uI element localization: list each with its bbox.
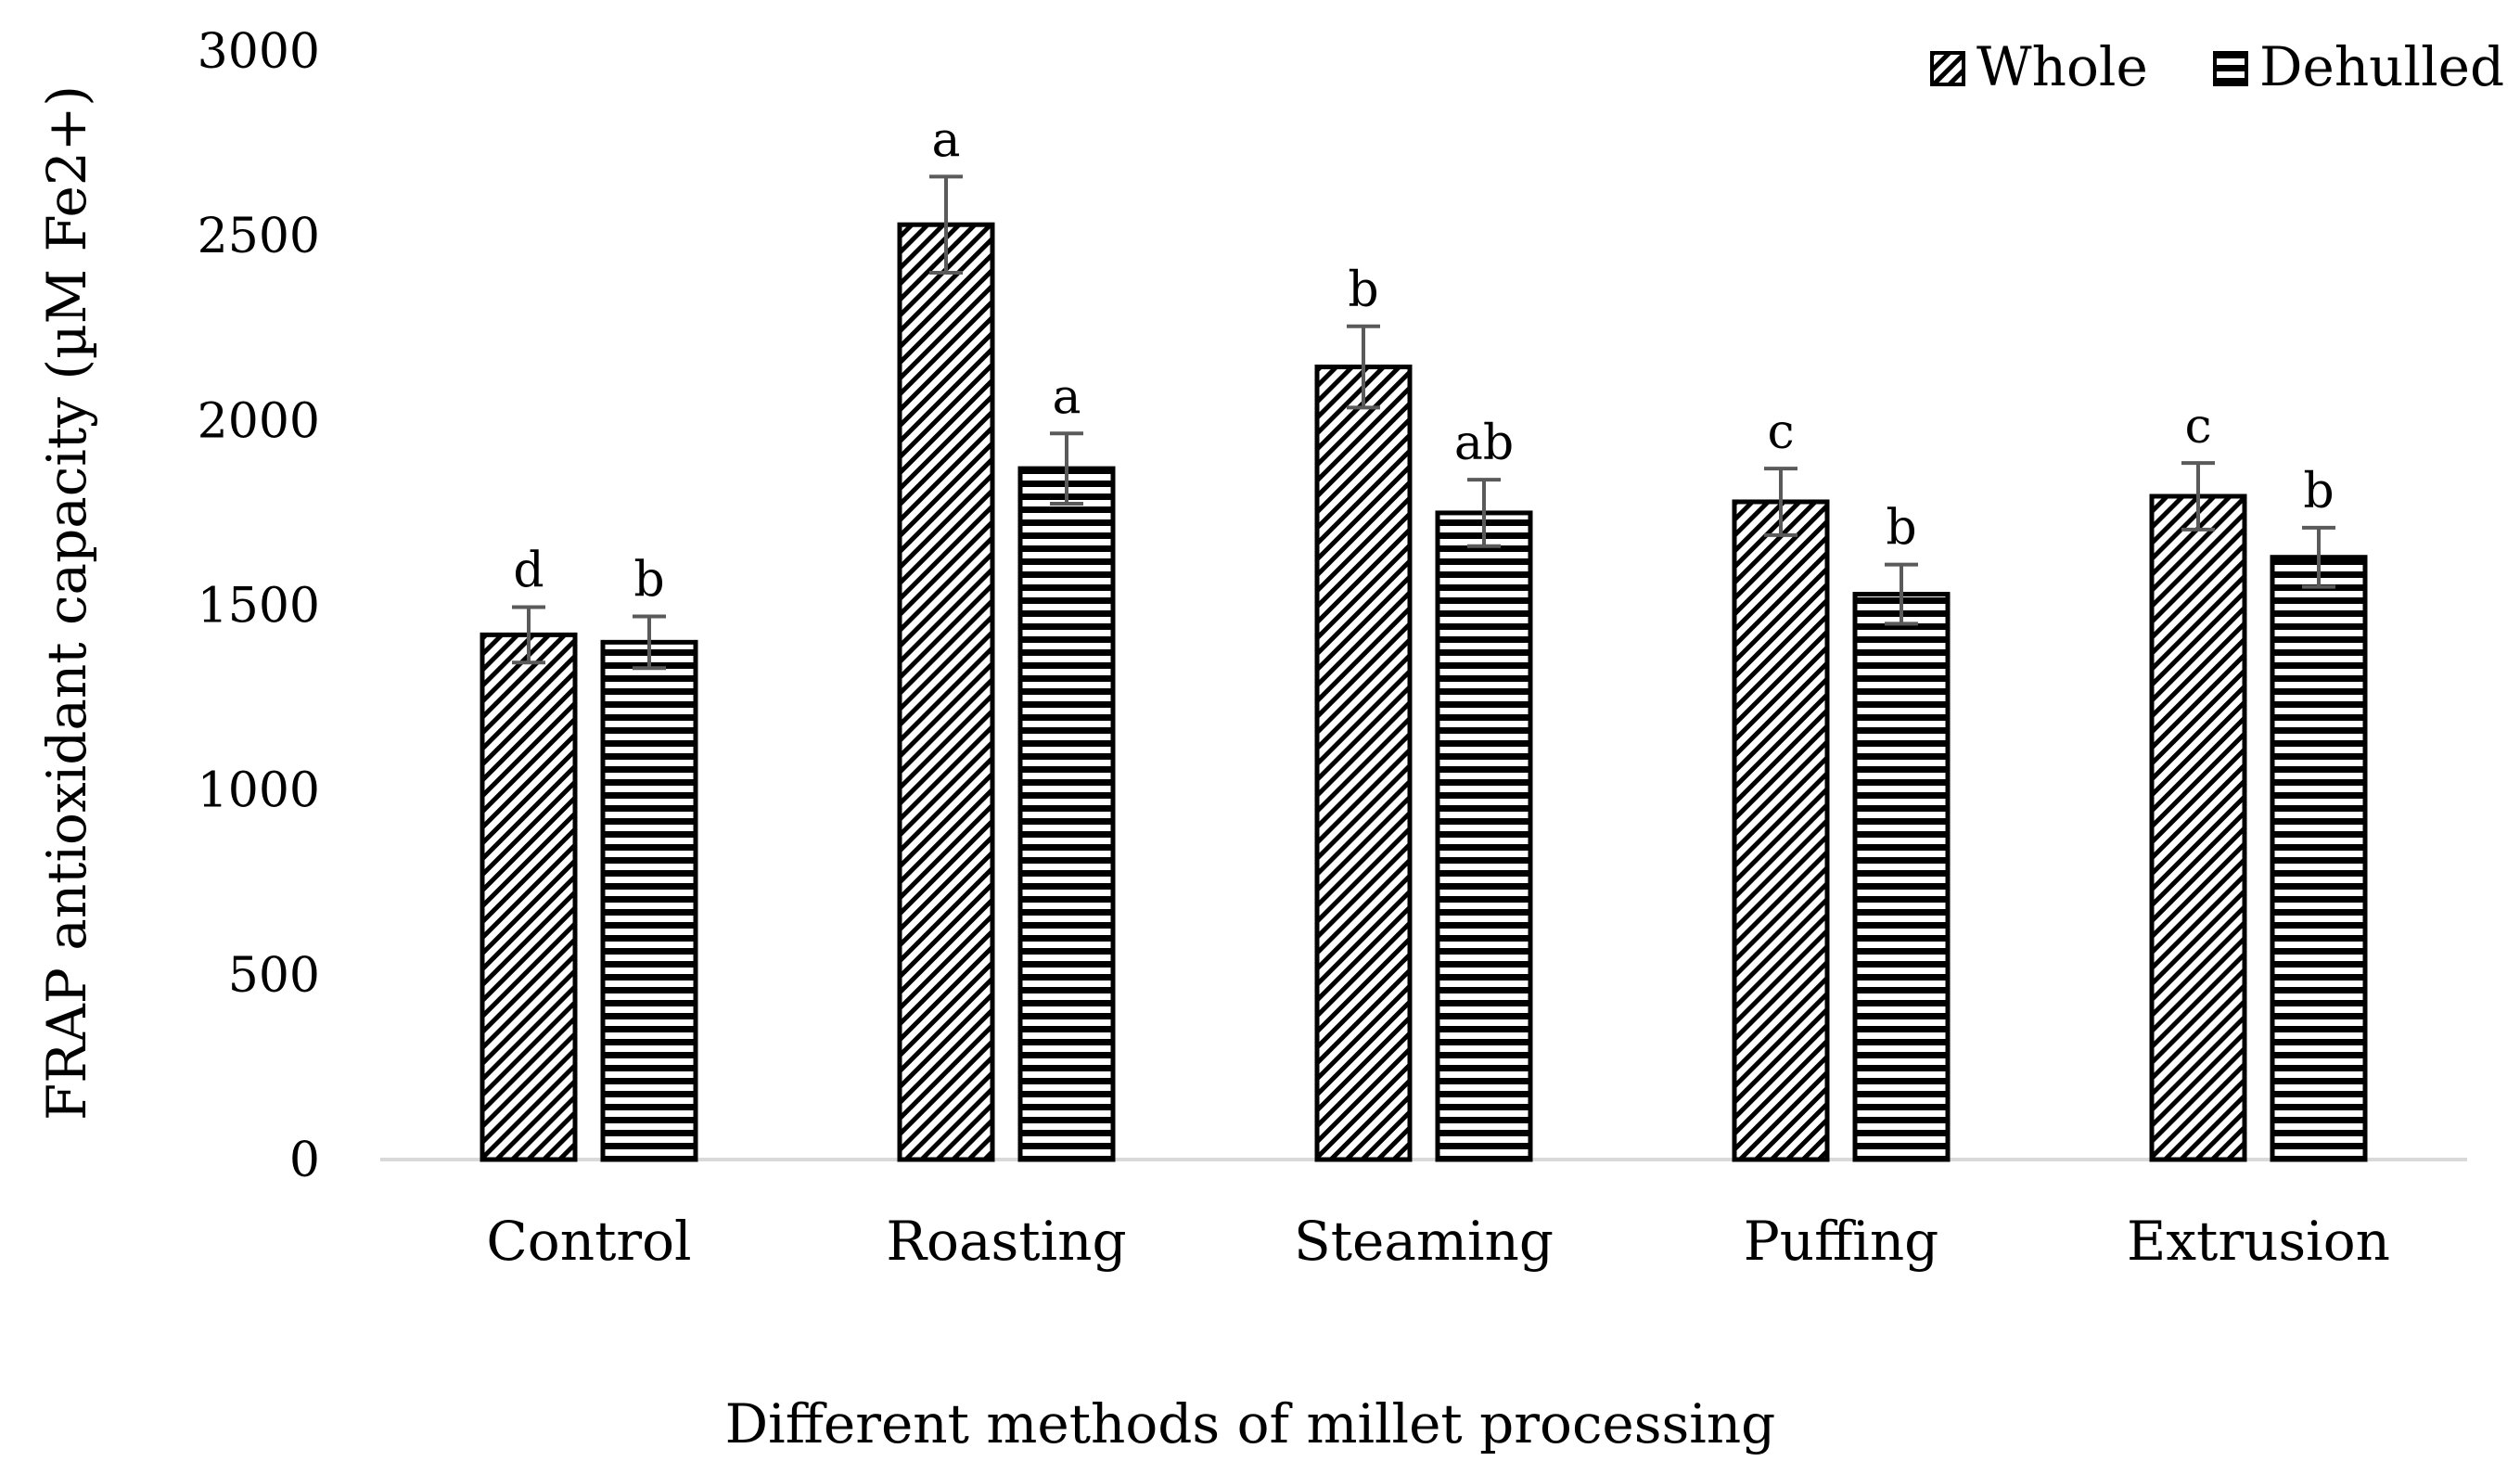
significance-label: b (1886, 501, 1916, 557)
bar-group-dehulled: b (1852, 501, 1951, 1162)
legend-swatch-dehulled (2213, 51, 2248, 86)
significance-label: a (1052, 369, 1081, 425)
error-bar (2302, 525, 2335, 589)
y-tick-label: 0 (289, 1133, 320, 1188)
x-category-label: Puffing (1744, 1210, 1939, 1273)
x-category-label: Extrusion (2127, 1210, 2390, 1273)
bar-dehulled (1852, 592, 1951, 1162)
y-tick-label: 2500 (198, 209, 320, 264)
error-bar (1467, 478, 1501, 548)
bar-whole (480, 632, 578, 1162)
legend-label-dehulled: Dehulled (2259, 35, 2504, 98)
bar-group-dehulled: b (2270, 464, 2368, 1162)
significance-label: ab (1454, 416, 1514, 471)
bar-group-whole: d (480, 543, 578, 1162)
bar-whole (1732, 499, 1830, 1162)
error-bar (1347, 324, 1380, 410)
error-bar (633, 614, 666, 671)
significance-label: b (633, 552, 664, 608)
x-category-label: Steaming (1294, 1210, 1554, 1273)
error-bar (1050, 431, 1083, 506)
error-bar (1764, 467, 1797, 537)
x-axis: Control Roasting Steaming Puffing Extrusion (486, 1210, 2390, 1273)
bar-group-whole: c (1732, 404, 1830, 1162)
bar-dehulled (1017, 466, 1116, 1162)
y-axis-title: FRAP antioxidant capacity (µM Fe2+) (35, 85, 98, 1121)
bar-whole (2149, 493, 2247, 1162)
x-category-label: Control (486, 1210, 691, 1273)
bar-whole (897, 222, 995, 1162)
significance-label: b (2303, 464, 2334, 519)
y-tick-label: 3000 (198, 24, 320, 80)
significance-label: c (2184, 399, 2211, 455)
error-bar (2181, 461, 2215, 532)
y-tick-label: 1500 (198, 579, 320, 634)
bar-dehulled (1435, 510, 1533, 1162)
bar-dehulled (2270, 555, 2368, 1162)
bar-group-dehulled: ab (1435, 416, 1533, 1162)
bar-group-whole: b (1314, 263, 1413, 1162)
y-tick-label: 500 (228, 948, 320, 1004)
error-bar (512, 605, 545, 665)
y-axis: 0 500 1000 1500 2000 2500 3000 (198, 24, 320, 1188)
legend-label-whole: Whole (1976, 35, 2148, 98)
y-tick-label: 2000 (198, 393, 320, 449)
bar-group-dehulled: a (1017, 369, 1116, 1162)
x-category-label: Roasting (886, 1210, 1126, 1273)
bar-group-dehulled: b (600, 552, 698, 1162)
legend: Whole Dehulled (1930, 35, 2504, 98)
significance-label: a (931, 112, 960, 168)
significance-label: c (1767, 404, 1794, 460)
significance-label: b (1348, 263, 1378, 318)
bar-dehulled (600, 639, 698, 1162)
bar-group-whole: a (897, 112, 995, 1162)
bar-whole (1314, 365, 1413, 1162)
error-bar (929, 174, 963, 275)
error-bar (1885, 562, 1918, 626)
bar-group-whole: c (2149, 399, 2247, 1162)
significance-label: d (513, 543, 544, 598)
y-tick-label: 1000 (198, 763, 320, 819)
legend-swatch-whole (1930, 51, 1965, 86)
x-axis-title: Different methods of millet processing (725, 1392, 1776, 1455)
